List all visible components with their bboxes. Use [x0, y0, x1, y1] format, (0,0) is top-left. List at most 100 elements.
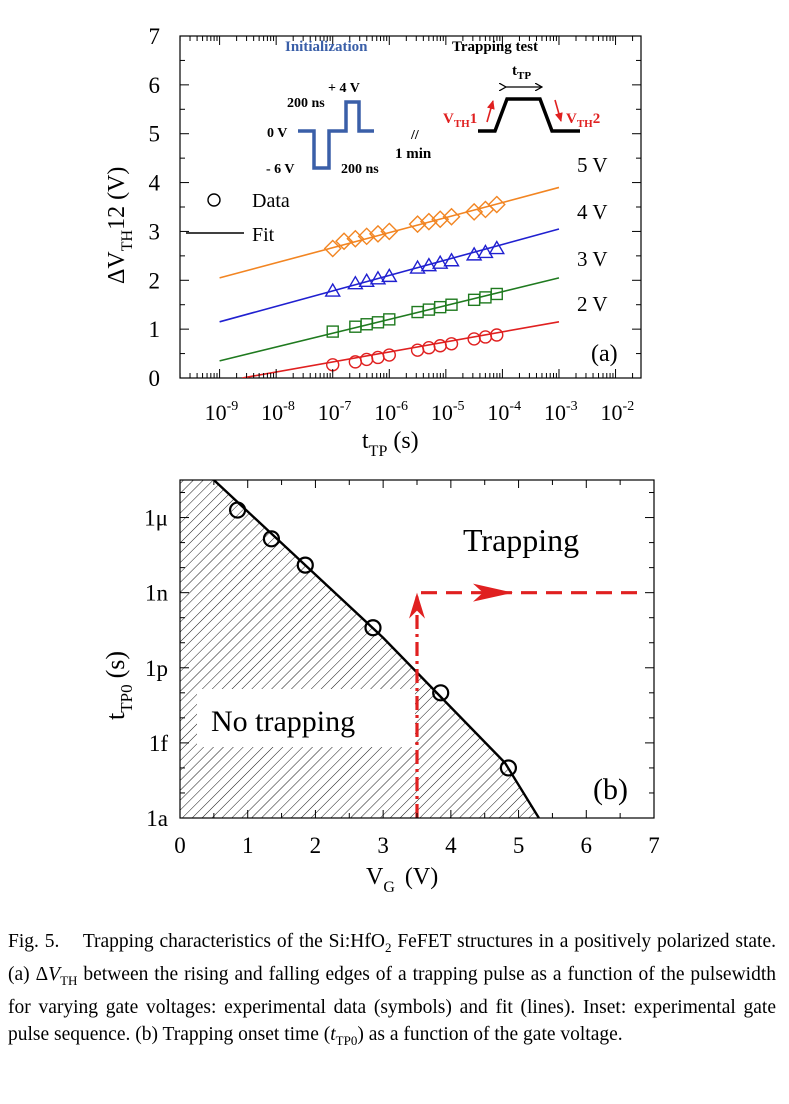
data-point-2v: [490, 328, 504, 342]
panel-a-axes: [179, 35, 642, 379]
vth1-arrow: [486, 100, 495, 123]
data-point-5v: [335, 232, 354, 251]
x-tick-label: 10-9: [205, 399, 239, 425]
onset-data-point: [228, 501, 247, 519]
onset-data-point: [499, 759, 518, 777]
x-tick-label: 6: [581, 833, 593, 858]
inset-minus6v: - 6 V: [266, 162, 295, 177]
series-label-2v: 2 V: [577, 292, 608, 316]
x-tick-label: 7: [648, 833, 660, 858]
data-point-4v: [488, 240, 505, 255]
data-point-4v: [465, 246, 483, 261]
init-pulse-waveform: [298, 100, 374, 170]
fit-line-4v: [219, 228, 560, 323]
data-point-2v: [410, 343, 425, 357]
data-point-5v: [380, 222, 399, 241]
inset-1min: 1 min: [395, 146, 432, 162]
caption-text-4: ) as a function of the gate voltage.: [357, 1023, 623, 1045]
data-point-2v: [467, 332, 481, 346]
data-point-4v: [381, 267, 398, 283]
y-tick-label: 1: [149, 317, 161, 342]
panel-b: No trapping Trapping 0 1 2 3 4 5 6 71a1f1p1n1μ …: [101, 479, 660, 896]
data-point-4v: [443, 252, 460, 267]
panel-a-xlabel: tTP (s): [362, 428, 419, 460]
y-tick-label: 6: [149, 73, 161, 98]
inset-initialization: Initialization + 4 V 200 ns 0 V - 6 V 20…: [266, 39, 432, 177]
x-tick-label: 1: [242, 833, 254, 858]
data-point-2v: [433, 339, 447, 353]
data-point-3v: [383, 313, 396, 326]
onset-data-point: [432, 684, 450, 702]
panel-b-markers: [228, 501, 518, 777]
caption-label: Fig. 5.: [8, 931, 60, 952]
inset-vth2: VTH2: [566, 111, 600, 130]
y-tick-label: 1a: [146, 806, 168, 831]
y-tick-label: 3: [149, 219, 161, 244]
y-tick-label: 7: [149, 24, 161, 49]
data-point-5v: [368, 224, 387, 243]
panel-b-label: (b): [593, 773, 628, 806]
series-label-3v: 3 V: [577, 247, 608, 271]
data-point-5v: [357, 227, 376, 246]
data-point-5v: [431, 210, 450, 229]
data-point-4v: [420, 257, 438, 272]
data-point-3v: [490, 287, 503, 301]
data-point-5v: [346, 229, 365, 248]
figure: 10-9 10-8 10-7 10-6 10-5 10-4 10-3 10-2 0 1 2 3 4 5 6 7…: [101, 24, 660, 896]
inset-vth1: VTH1: [443, 111, 477, 130]
x-tick-label: 3: [377, 833, 389, 858]
inset-0v: 0 V: [267, 126, 287, 141]
x-tick-label: 10-2: [601, 399, 635, 425]
x-tick-label: 0: [174, 833, 186, 858]
data-point-5v: [419, 212, 438, 231]
data-point-4v: [431, 254, 449, 269]
data-point-5v: [323, 239, 342, 258]
caption-italic-v: V: [48, 963, 61, 985]
x-tick-label: 5: [513, 833, 525, 858]
inset-plus4v: + 4 V: [328, 81, 360, 96]
caption-sub-2: TH: [60, 972, 78, 988]
caption-italic-t: t: [330, 1023, 336, 1045]
y-tick-label: 1n: [145, 581, 169, 606]
panel-a: 10-9 10-8 10-7 10-6 10-5 10-4 10-3 10-2 0 1 2 3 4 5 6 7…: [104, 24, 642, 460]
legend-fit-label: Fit: [252, 224, 275, 246]
fit-line-2v: [242, 321, 560, 378]
x-tick-label: 10-5: [431, 399, 465, 425]
onset-data-point: [364, 619, 382, 637]
panel-a-ticks: 10-9 10-8 10-7 10-6 10-5 10-4 10-3 10-2 0 1 2 3 4 5 6 7: [149, 24, 641, 425]
data-point-3v: [326, 325, 339, 338]
panel-a-frame: [179, 35, 642, 379]
data-point-4v: [347, 275, 364, 290]
threshold-arrowhead-right: [473, 583, 513, 602]
data-point-4v: [324, 282, 341, 297]
panel-a-label: (a): [591, 341, 618, 367]
region-trapping: Trapping: [463, 522, 579, 558]
vth2-arrow: [554, 99, 563, 122]
region-no-trapping: No trapping: [211, 705, 355, 738]
data-point-5v: [408, 215, 427, 234]
inset-200ns-bottom: 200 ns: [341, 162, 379, 177]
y-tick-label: 5: [149, 122, 161, 147]
no-trapping-label-box: [197, 689, 415, 747]
data-point-2v: [422, 341, 436, 355]
data-point-5v: [487, 195, 506, 214]
y-tick-label: 1p: [145, 656, 168, 681]
trap-pulse-waveform: [478, 97, 580, 133]
inset-break: //: [410, 128, 420, 143]
legend: Data Fit: [186, 190, 290, 246]
caption-text-1: Trapping characteristics of the Si:HfO: [82, 931, 385, 952]
x-tick-label: 10-3: [544, 399, 578, 425]
data-point-5v: [442, 207, 461, 226]
panel-b-xlabel: VG (V): [366, 864, 438, 896]
data-point-4v: [477, 244, 494, 259]
y-tick-label: 2: [149, 268, 161, 293]
caption-text-2: FeFET structures in a positively polariz…: [8, 931, 776, 985]
panel-b-ylabel: tTP0(s): [101, 651, 136, 720]
data-point-4v: [358, 272, 375, 287]
data-point-2v: [478, 330, 493, 344]
data-point-5v: [465, 202, 484, 221]
data-point-2v: [382, 348, 396, 362]
threshold-arrows: [409, 583, 640, 818]
x-tick-label: 10-7: [318, 399, 352, 425]
series-label-4v: 4 V: [577, 200, 608, 224]
